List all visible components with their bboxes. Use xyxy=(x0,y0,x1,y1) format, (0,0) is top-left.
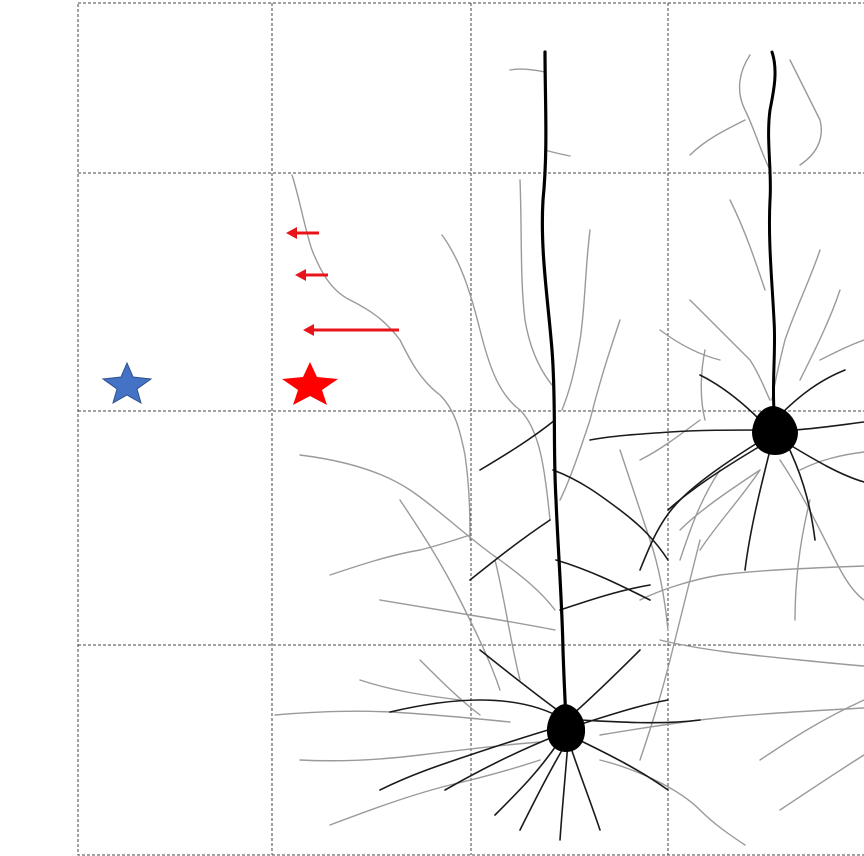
red-star-icon xyxy=(282,362,338,405)
neuron-left-apical-dendrite xyxy=(540,50,568,722)
neuron-left-dark-dendrites xyxy=(379,419,701,841)
arrow-3 xyxy=(303,324,399,336)
neuron-right-soma xyxy=(752,406,798,455)
arrow-1 xyxy=(286,227,319,239)
neuron-left xyxy=(274,50,864,846)
arrow-2 xyxy=(295,269,328,281)
neuron-right-faint-dendrites xyxy=(639,54,864,621)
arrows xyxy=(286,227,399,336)
neuron-left-soma xyxy=(546,704,586,752)
neuron-right-dark-dendrites xyxy=(589,369,864,571)
blue-star-icon xyxy=(101,361,153,405)
neuron-right-apical-dendrite xyxy=(767,50,777,412)
grid xyxy=(77,2,864,856)
grid-border xyxy=(77,2,864,856)
neuron-right xyxy=(589,50,864,621)
